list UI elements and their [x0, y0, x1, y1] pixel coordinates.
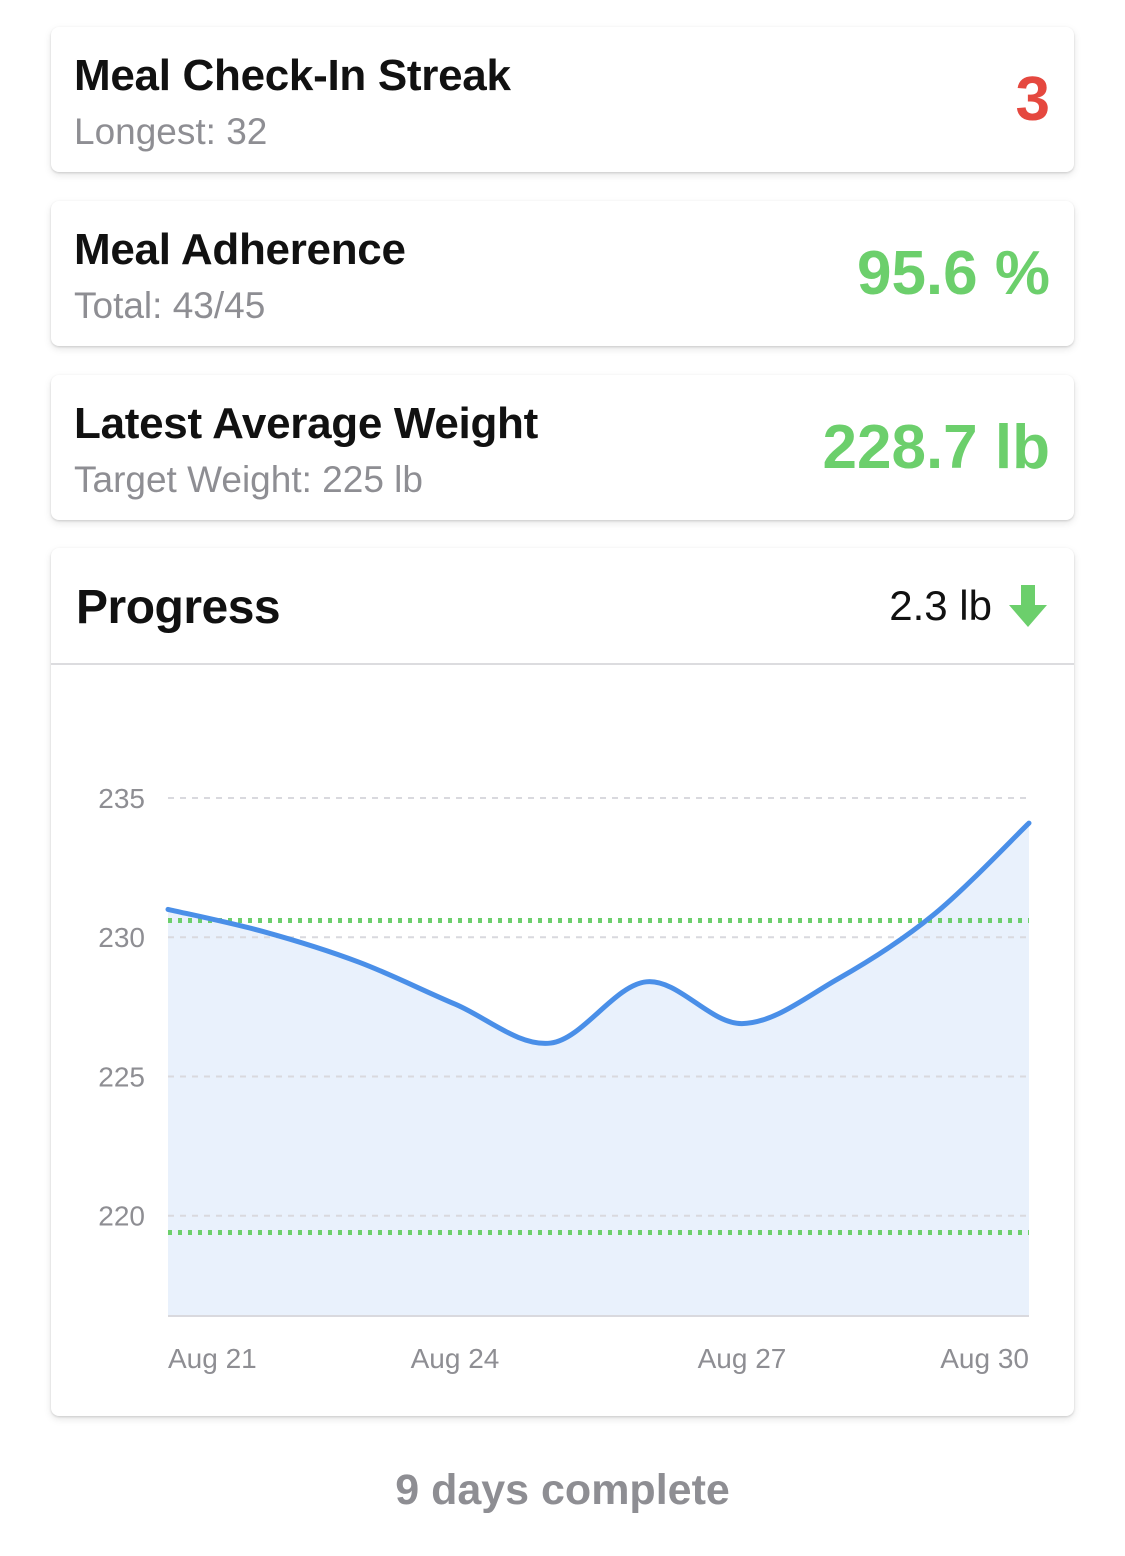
streak-title: Meal Check-In Streak [74, 51, 511, 100]
streak-longest: Longest: 32 [74, 111, 268, 152]
adherence-title: Meal Adherence [74, 225, 406, 274]
weight-change-value: 2.3 lb [889, 582, 992, 629]
y-tick-label: 225 [98, 1061, 145, 1092]
weight-chart: 220 225 230 235 Aug 21 Aug 24 Aug 27 Aug 30 [98, 783, 1032, 1374]
x-tick-label: Aug 24 [411, 1343, 500, 1374]
chart-area-fill [168, 823, 1029, 1316]
streak-card[interactable]: Meal Check-In Streak Longest: 32 3 [51, 27, 1074, 172]
y-tick-label: 235 [98, 783, 145, 814]
streak-value: 3 [1015, 65, 1050, 134]
adherence-value: 95.6 % [856, 239, 1050, 308]
days-complete: 9 days complete [395, 1466, 730, 1514]
arrow-down-icon [1009, 585, 1047, 627]
weight-line [165, 820, 1032, 1046]
weight-value: 228.7 lb [822, 413, 1050, 482]
progress-header: Progress 2.3 lb [51, 548, 1074, 665]
adherence-total: Total: 43/45 [74, 285, 266, 326]
adherence-card[interactable]: Meal Adherence Total: 43/45 95.6 % [51, 201, 1074, 346]
x-tick-label: Aug 30 [940, 1343, 1029, 1374]
weight-card[interactable]: Latest Average Weight Target Weight: 225… [51, 375, 1074, 520]
y-tick-label: 230 [98, 922, 145, 953]
weight-title: Latest Average Weight [74, 399, 538, 448]
y-tick-label: 220 [98, 1201, 145, 1232]
progress-title: Progress [76, 581, 281, 634]
target-weight: Target Weight: 225 lb [74, 459, 423, 500]
x-tick-label: Aug 27 [698, 1343, 787, 1374]
x-tick-label: Aug 21 [168, 1343, 257, 1374]
progress-card: Progress 2.3 lb 220 225 230 235 Aug 21 Aug 24… [51, 548, 1074, 1416]
weight-change: 2.3 lb [889, 578, 1050, 634]
